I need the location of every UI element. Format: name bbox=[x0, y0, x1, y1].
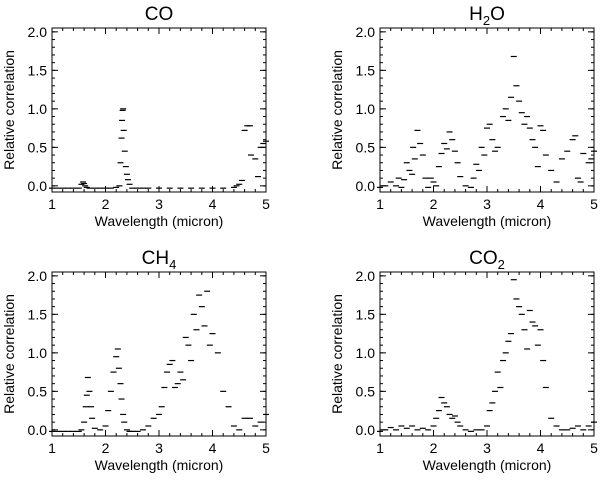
y-axis-label: Relative correlation bbox=[329, 50, 345, 170]
y-tick-label: 2.0 bbox=[28, 268, 48, 284]
chart-title-main: CO bbox=[469, 248, 498, 269]
chart-title-main: H bbox=[469, 4, 483, 25]
x-tick-label: 5 bbox=[590, 440, 598, 456]
y-tick-label: 1.0 bbox=[28, 101, 48, 117]
x-tick-label: 4 bbox=[209, 440, 217, 456]
y-tick-label: 2.0 bbox=[356, 268, 376, 284]
chart-title: H2O bbox=[469, 4, 505, 28]
x-tick-label: 2 bbox=[102, 196, 110, 212]
plot-frame bbox=[379, 27, 595, 193]
x-tick-label: 1 bbox=[376, 196, 384, 212]
chart-title-tail: O bbox=[490, 4, 505, 25]
y-tick-label: 0.5 bbox=[28, 383, 48, 399]
chart-title-subscript: 4 bbox=[169, 257, 176, 272]
y-axis-label: Relative correlation bbox=[329, 294, 345, 414]
x-tick-label: 1 bbox=[376, 440, 384, 456]
x-tick-label: 4 bbox=[209, 196, 217, 212]
x-axis-label: Wavelength (micron) bbox=[95, 213, 224, 229]
chart-title: CH4 bbox=[142, 248, 177, 272]
x-tick-label: 4 bbox=[537, 440, 545, 456]
y-tick-label: 0.5 bbox=[28, 139, 48, 155]
x-tick-label: 2 bbox=[102, 440, 110, 456]
x-axis-label: Wavelength (micron) bbox=[423, 213, 552, 229]
x-tick-label: 2 bbox=[430, 196, 438, 212]
chart-title-main: CH bbox=[142, 248, 169, 269]
y-tick-label: 2.0 bbox=[356, 24, 376, 40]
y-tick-label: 1.5 bbox=[28, 306, 48, 322]
x-tick-label: 5 bbox=[590, 196, 598, 212]
x-tick-label: 5 bbox=[262, 196, 270, 212]
chart-title-subscript: 2 bbox=[498, 257, 505, 272]
chart-title-subscript: 2 bbox=[483, 13, 490, 28]
x-tick-label: 2 bbox=[430, 440, 438, 456]
x-tick-label: 4 bbox=[537, 196, 545, 212]
chart-panel-1: CO 1 2 3 4 5 0.0 0.5 1.0 1.5 2.0 Wavelength (micron… bbox=[1, 4, 270, 229]
plot-frame bbox=[51, 27, 267, 193]
y-tick-label: 0.0 bbox=[28, 422, 48, 438]
chart-title: CO2 bbox=[469, 248, 505, 272]
y-tick-label: 2.0 bbox=[28, 24, 48, 40]
plot-frame bbox=[51, 271, 267, 437]
y-tick-label: 0.0 bbox=[356, 178, 376, 194]
y-tick-label: 0.5 bbox=[356, 383, 376, 399]
x-tick-label: 1 bbox=[48, 196, 56, 212]
y-tick-label: 1.0 bbox=[356, 345, 376, 361]
y-tick-label: 1.5 bbox=[356, 306, 376, 322]
x-axis-label: Wavelength (micron) bbox=[95, 457, 224, 473]
y-tick-label: 1.5 bbox=[356, 62, 376, 78]
chart-title-main: CO bbox=[145, 4, 174, 25]
y-tick-label: 0.0 bbox=[28, 178, 48, 194]
x-axis-label: Wavelength (micron) bbox=[423, 457, 552, 473]
chart-title: CO bbox=[145, 4, 174, 25]
y-tick-label: 1.0 bbox=[28, 345, 48, 361]
plot-frame bbox=[379, 271, 595, 437]
x-tick-label: 5 bbox=[262, 440, 270, 456]
y-axis-label: Relative correlation bbox=[1, 50, 17, 170]
y-tick-label: 1.5 bbox=[28, 62, 48, 78]
x-tick-label: 3 bbox=[483, 196, 491, 212]
y-tick-label: 0.0 bbox=[356, 422, 376, 438]
y-tick-label: 0.5 bbox=[356, 139, 376, 155]
x-tick-label: 3 bbox=[155, 196, 163, 212]
x-tick-label: 3 bbox=[155, 440, 163, 456]
y-tick-label: 1.0 bbox=[356, 101, 376, 117]
y-axis-label: Relative correlation bbox=[1, 294, 17, 414]
x-tick-label: 3 bbox=[483, 440, 491, 456]
x-tick-label: 1 bbox=[48, 440, 56, 456]
